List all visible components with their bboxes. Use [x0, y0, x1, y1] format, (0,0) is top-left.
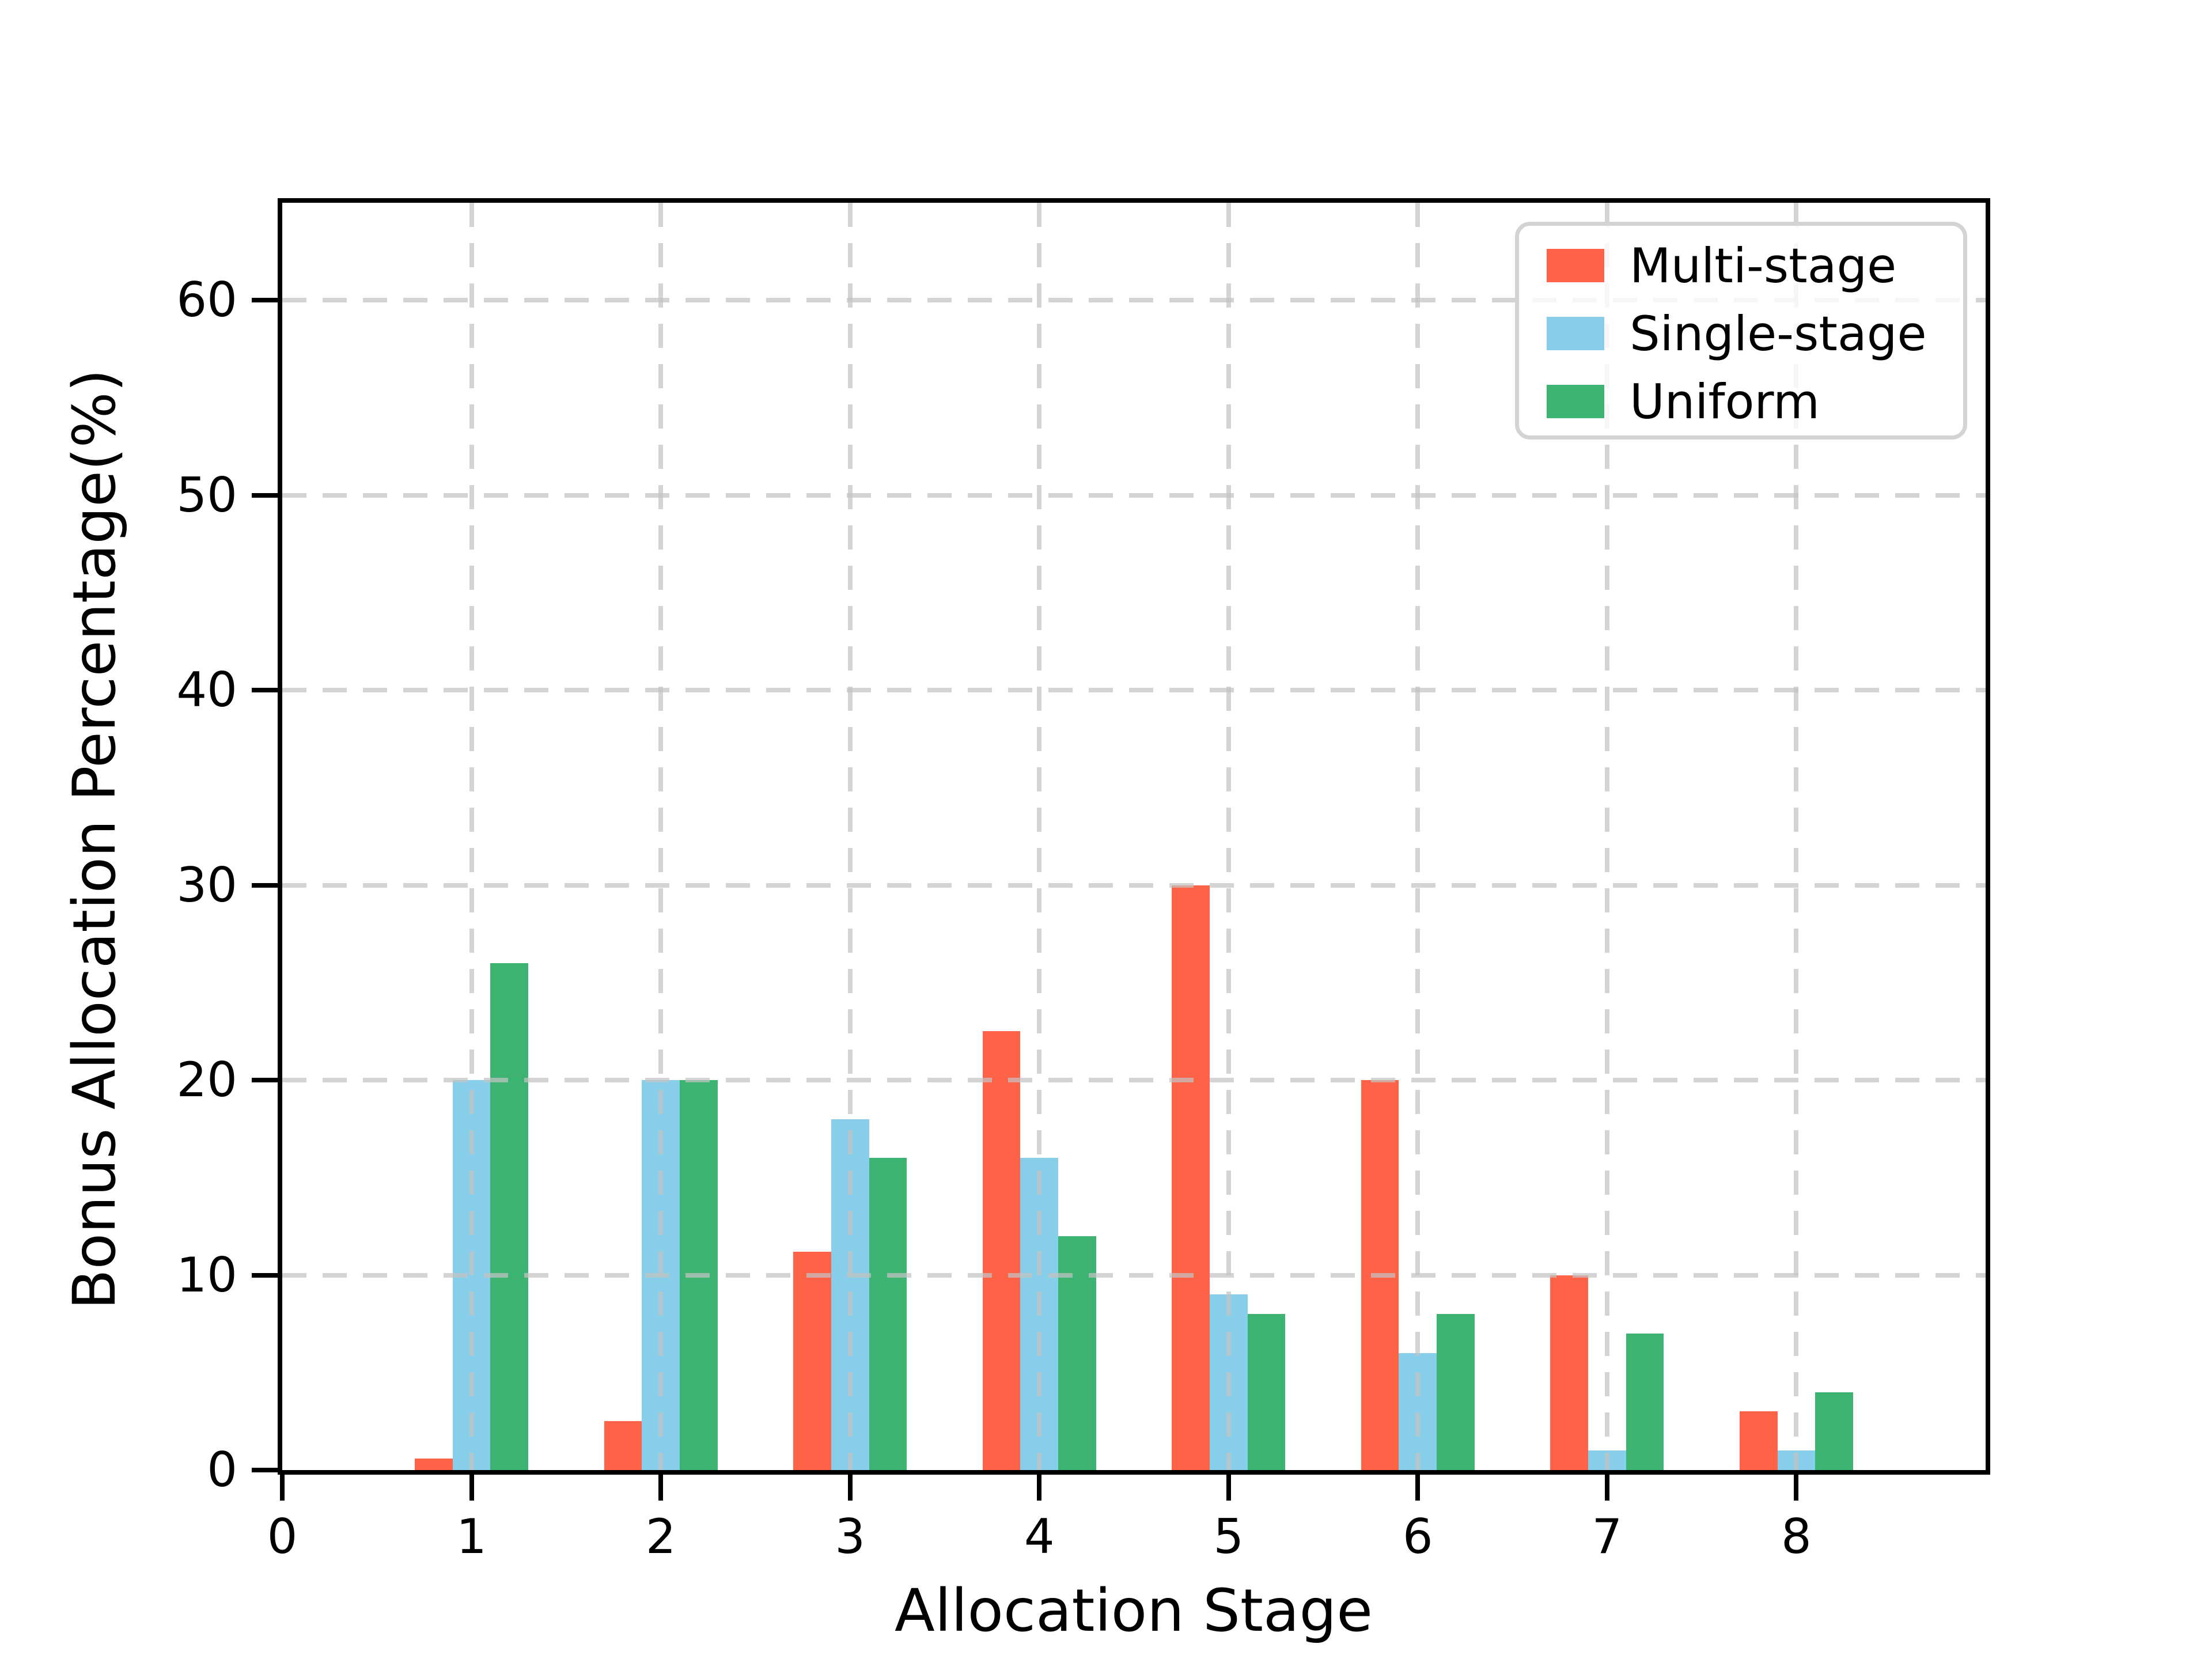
- x-tick-5: [1226, 1475, 1231, 1501]
- x-tick-label-7: 7: [1592, 1509, 1623, 1565]
- x-tick-label-0: 0: [267, 1509, 298, 1565]
- bar-multi-stage-stage-7: [1550, 1275, 1589, 1470]
- legend-label-single-stage: Single-stage: [1630, 305, 1927, 362]
- x-tick-4: [1037, 1475, 1042, 1501]
- y-tick-label-40: 40: [176, 662, 237, 718]
- bar-uniform-stage-1: [490, 963, 529, 1470]
- legend-label-uniform: Uniform: [1630, 373, 1820, 430]
- bar-multi-stage-stage-8: [1739, 1411, 1778, 1470]
- legend-swatch-uniform: [1547, 385, 1604, 418]
- x-tick-2: [658, 1475, 664, 1501]
- y-tick-0: [252, 1468, 278, 1472]
- x-axis-label: Allocation Stage: [895, 1577, 1373, 1645]
- y-tick-40: [252, 688, 278, 693]
- y-tick-label-60: 60: [176, 272, 237, 328]
- x-tick-label-2: 2: [645, 1509, 676, 1565]
- v-gridline-3: [847, 203, 853, 1470]
- bar-uniform-stage-8: [1815, 1392, 1853, 1470]
- v-gridline-5: [1226, 203, 1231, 1470]
- x-tick-label-1: 1: [456, 1509, 487, 1565]
- x-tick-7: [1604, 1475, 1609, 1501]
- h-gridline-20: [282, 1078, 1986, 1083]
- y-tick-60: [252, 298, 278, 303]
- h-gridline-30: [282, 882, 1986, 888]
- y-axis-label-wrap: Bonus Allocation Percentage(%): [58, 148, 132, 1531]
- x-tick-3: [847, 1475, 853, 1501]
- plot-area: Multi-stage Single-stage Uniform: [278, 198, 1990, 1475]
- y-tick-30: [252, 882, 278, 888]
- bar-uniform-stage-3: [869, 1158, 907, 1470]
- y-tick-label-20: 20: [176, 1052, 237, 1108]
- x-tick-label-5: 5: [1213, 1509, 1244, 1565]
- y-tick-label-30: 30: [176, 857, 237, 913]
- v-gridline-6: [1415, 203, 1421, 1470]
- bar-uniform-stage-7: [1626, 1334, 1664, 1470]
- h-gridline-50: [282, 493, 1986, 498]
- legend-label-multi-stage: Multi-stage: [1630, 237, 1897, 294]
- x-tick-1: [469, 1475, 474, 1501]
- x-tick-label-8: 8: [1781, 1509, 1812, 1565]
- legend-item-uniform: Uniform: [1547, 368, 1963, 435]
- x-tick-6: [1415, 1475, 1421, 1501]
- h-gridline-40: [282, 688, 1986, 693]
- v-gridline-8: [1794, 203, 1799, 1470]
- legend-item-multi-stage: Multi-stage: [1547, 232, 1963, 300]
- y-tick-label-0: 0: [207, 1442, 237, 1498]
- bar-multi-stage-stage-1: [414, 1458, 453, 1470]
- v-gridline-1: [469, 203, 474, 1470]
- v-gridline-2: [658, 203, 664, 1470]
- bar-multi-stage-stage-2: [604, 1421, 642, 1470]
- h-gridline-60: [282, 298, 1986, 303]
- v-gridline-4: [1037, 203, 1042, 1470]
- y-tick-10: [252, 1272, 278, 1278]
- bar-uniform-stage-5: [1247, 1314, 1286, 1470]
- bar-uniform-stage-6: [1437, 1314, 1475, 1470]
- bar-multi-stage-stage-4: [982, 1031, 1021, 1470]
- v-gridline-7: [1604, 203, 1609, 1470]
- x-tick-0: [280, 1475, 285, 1501]
- legend-item-single-stage: Single-stage: [1547, 300, 1963, 368]
- legend-swatch-multi-stage: [1547, 249, 1604, 282]
- x-tick-8: [1794, 1475, 1799, 1501]
- h-gridline-10: [282, 1272, 1986, 1278]
- y-tick-label-50: 50: [176, 467, 237, 523]
- bar-multi-stage-stage-3: [793, 1251, 831, 1470]
- x-tick-label-6: 6: [1402, 1509, 1433, 1565]
- x-tick-label-3: 3: [835, 1509, 866, 1565]
- legend-swatch-single-stage: [1547, 317, 1604, 350]
- y-tick-label-10: 10: [176, 1247, 237, 1303]
- legend: Multi-stage Single-stage Uniform: [1515, 222, 1967, 440]
- bar-multi-stage-stage-5: [1172, 885, 1210, 1470]
- y-tick-50: [252, 493, 278, 498]
- y-tick-20: [252, 1078, 278, 1083]
- grid-layer: [282, 203, 1986, 1470]
- x-tick-label-4: 4: [1024, 1509, 1055, 1565]
